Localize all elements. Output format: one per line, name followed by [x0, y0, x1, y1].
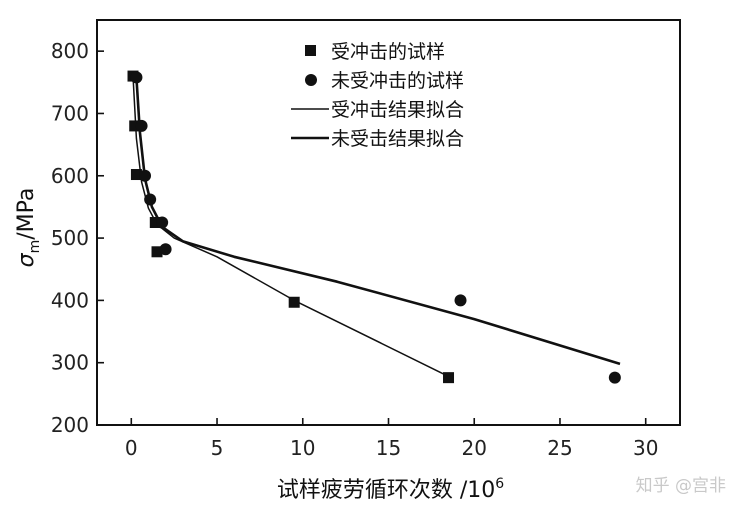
- data-point-circle: [139, 169, 152, 182]
- x-tick-label: 20: [462, 436, 487, 460]
- x-axis-title: 试样疲劳循环次数 /106: [277, 476, 504, 503]
- data-point-square: [129, 120, 141, 132]
- data-point-circle: [135, 119, 148, 132]
- y-tick-label: 500: [51, 226, 89, 250]
- y-axis-title: σm/MPa: [14, 188, 43, 268]
- x-tick-label: 30: [633, 436, 658, 460]
- legend-label: 受冲击的试样: [331, 41, 445, 63]
- data-point-circle: [159, 243, 172, 256]
- y-tick-label: 700: [51, 101, 89, 125]
- fit-line-2: [135, 77, 621, 366]
- y-tick-label: 300: [51, 351, 89, 375]
- y-tick-label: 400: [51, 288, 89, 312]
- watermark: 知乎 @宫非: [635, 476, 726, 496]
- data-point-square: [130, 169, 142, 181]
- x-tick-label: 10: [290, 436, 315, 460]
- x-tick-label: 0: [125, 436, 138, 460]
- legend-label: 未受冲击的试样: [331, 70, 464, 92]
- x-tick-label: 25: [547, 436, 572, 460]
- data-point-circle: [156, 216, 169, 229]
- data-point-square: [151, 246, 163, 258]
- y-tick-label: 200: [51, 413, 89, 437]
- data-point-square: [288, 296, 300, 308]
- data-point-square: [149, 217, 161, 228]
- legend-circle-icon: [305, 74, 317, 86]
- data-point-square: [443, 372, 455, 384]
- y-tick-label: 800: [51, 39, 89, 63]
- legend-label: 受冲击结果拟合: [331, 99, 464, 121]
- legend-square-icon: [305, 45, 316, 56]
- x-tick-label: 15: [376, 436, 401, 460]
- data-point-circle: [454, 294, 467, 307]
- y-tick-label: 600: [51, 164, 89, 188]
- x-tick-label: 5: [211, 436, 224, 460]
- legend-label: 未受击结果拟合: [331, 128, 464, 150]
- data-point-circle: [608, 371, 621, 384]
- data-point-circle: [130, 71, 143, 84]
- data-point-circle: [144, 193, 157, 206]
- fit-line-1: [132, 76, 449, 378]
